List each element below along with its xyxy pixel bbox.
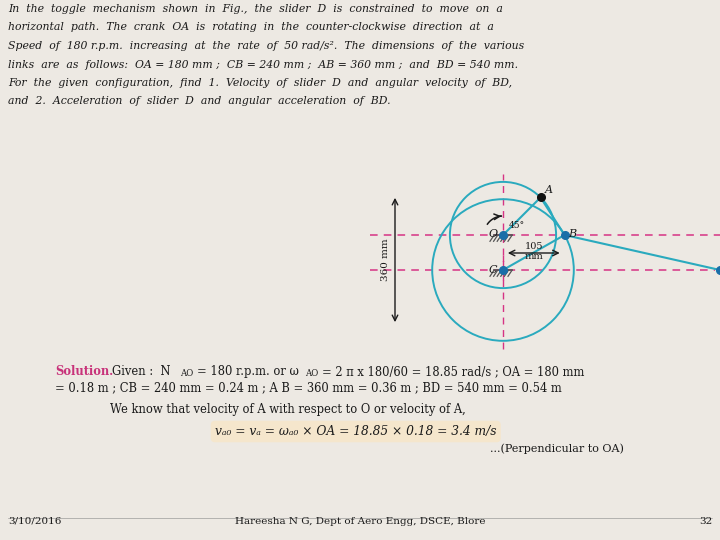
Text: 360 mm: 360 mm [381, 239, 390, 281]
Text: 105: 105 [525, 242, 543, 251]
Text: mm: mm [524, 252, 543, 261]
Text: Given :  N: Given : N [112, 365, 171, 378]
Text: horizontal  path.  The  crank  OA  is  rotating  in  the  counter-clockwise  dir: horizontal path. The crank OA is rotatin… [8, 23, 494, 32]
Text: In  the  toggle  mechanism  shown  in  Fig.,  the  slider  D  is  constrained  t: In the toggle mechanism shown in Fig., t… [8, 4, 503, 14]
Text: = 2 π x 180/60 = 18.85 rad/s ; OA = 180 mm: = 2 π x 180/60 = 18.85 rad/s ; OA = 180 … [322, 365, 585, 378]
Text: A: A [544, 185, 552, 195]
Text: We know that velocity of A with respect to O or velocity of A,: We know that velocity of A with respect … [110, 403, 466, 416]
Text: Solution.: Solution. [55, 365, 113, 378]
Text: B: B [569, 229, 577, 239]
Text: Speed  of  180 r.p.m.  increasing  at  the  rate  of  50 rad/s².  The  dimension: Speed of 180 r.p.m. increasing at the ra… [8, 41, 524, 51]
Text: Hareesha N G, Dept of Aero Engg, DSCE, Blore: Hareesha N G, Dept of Aero Engg, DSCE, B… [235, 517, 485, 526]
Text: 32: 32 [698, 517, 712, 526]
Text: links  are  as  follows:  OA = 180 mm ;  CB = 240 mm ;  AB = 360 mm ;  and  BD =: links are as follows: OA = 180 mm ; CB =… [8, 59, 518, 70]
Text: = 180 r.p.m. or ω: = 180 r.p.m. or ω [197, 365, 299, 378]
Text: 45°: 45° [509, 221, 525, 230]
Text: C: C [489, 265, 498, 275]
Text: and  2.  Acceleration  of  slider  D  and  angular  acceleration  of  BD.: and 2. Acceleration of slider D and angu… [8, 97, 391, 106]
Text: = 0.18 m ; CB = 240 mm = 0.24 m ; A B = 360 mm = 0.36 m ; BD = 540 mm = 0.54 m: = 0.18 m ; CB = 240 mm = 0.24 m ; A B = … [55, 381, 562, 394]
Text: AO: AO [305, 369, 318, 378]
Text: ...(Perpendicular to OA): ...(Perpendicular to OA) [490, 443, 624, 454]
Text: AO: AO [180, 369, 193, 378]
Text: 3/10/2016: 3/10/2016 [8, 517, 61, 526]
Text: O: O [489, 229, 498, 239]
Text: For  the  given  configuration,  find  1.  Velocity  of  slider  D  and  angular: For the given configuration, find 1. Vel… [8, 78, 512, 88]
Text: vₐ₀ = vₐ = ωₐ₀ × OA = 18.85 × 0.18 = 3.4 m/s: vₐ₀ = vₐ = ωₐ₀ × OA = 18.85 × 0.18 = 3.4… [215, 425, 497, 438]
